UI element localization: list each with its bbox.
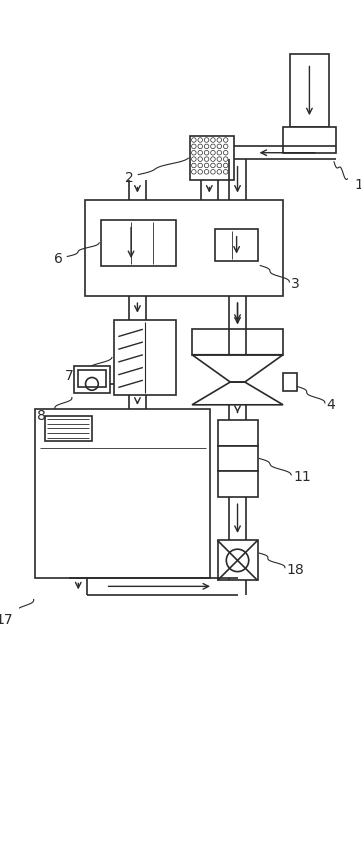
- Text: 1: 1: [354, 179, 361, 193]
- Text: 7: 7: [65, 369, 73, 382]
- Bar: [78, 371, 105, 387]
- Bar: [218, 446, 257, 471]
- Bar: [218, 541, 257, 580]
- Bar: [192, 329, 283, 354]
- Text: 11: 11: [293, 470, 311, 484]
- Bar: [84, 200, 283, 295]
- Bar: [283, 373, 297, 391]
- Text: 18: 18: [287, 563, 304, 576]
- Bar: [218, 471, 257, 497]
- Text: 8: 8: [37, 409, 46, 423]
- Bar: [218, 420, 257, 446]
- Bar: [215, 229, 258, 261]
- Text: 4: 4: [327, 398, 335, 412]
- Bar: [290, 54, 329, 127]
- Bar: [190, 136, 234, 180]
- Text: 6: 6: [54, 252, 62, 266]
- Bar: [45, 415, 92, 442]
- Text: 3: 3: [291, 277, 300, 291]
- Bar: [283, 127, 336, 153]
- Text: 17: 17: [0, 613, 13, 627]
- Bar: [114, 320, 176, 395]
- Text: 2: 2: [125, 171, 134, 185]
- Bar: [101, 220, 176, 266]
- Bar: [74, 365, 110, 393]
- Bar: [35, 409, 210, 578]
